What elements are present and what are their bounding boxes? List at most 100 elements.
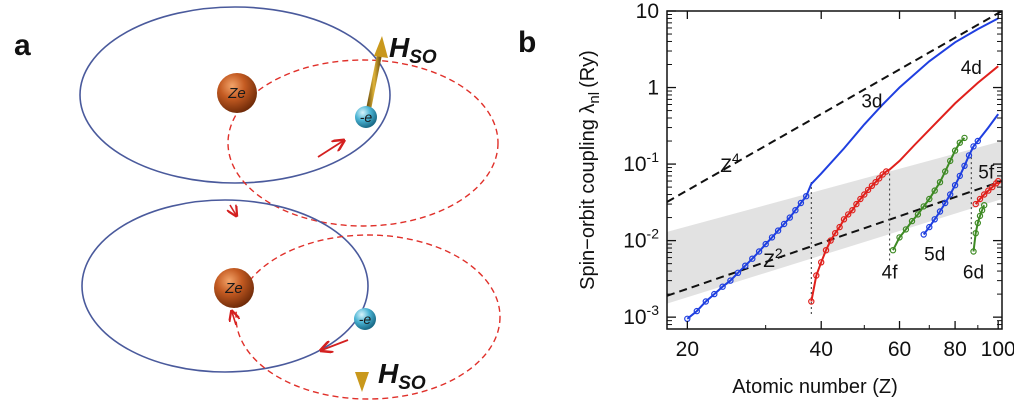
series-point-4d-16: [876, 175, 883, 182]
series-point-3d-16: [797, 199, 805, 207]
series-point-4d-14: [868, 182, 876, 189]
dashed-orbit-top: [227, 59, 499, 227]
orbit-arrow-bottom-right: [322, 339, 349, 350]
series-point-5d-1: [926, 223, 933, 231]
series-point-5d-5: [947, 191, 954, 198]
series-point-5f-4: [989, 183, 996, 191]
orbit-ellipse-top: [79, 6, 391, 184]
series-point-4d-8: [845, 211, 852, 218]
series-point-4f-9: [942, 168, 949, 175]
electron-label-top: -e: [360, 109, 373, 125]
label-3d: 3d: [861, 91, 882, 112]
series-point-6d-2: [974, 219, 982, 227]
reference-label-z4: Z4: [720, 150, 740, 177]
series-point-4d-18: [883, 168, 890, 175]
y-axis-label: Spin−orbit coupling λnl(Ry): [577, 50, 603, 290]
series-point-4f-2: [902, 226, 910, 233]
series-point-4d-0: [808, 298, 815, 305]
series-point-5d-6: [951, 181, 959, 189]
y-tick-label-4: 10: [636, 0, 659, 23]
tick-layer: 20 40 60 80 100 10-3 10-2 10-1 1 10: [623, 0, 1014, 361]
series-point-4f-10: [947, 157, 954, 165]
hso-label-bottom: HSO: [378, 358, 426, 394]
series-point-5f-2: [981, 191, 988, 198]
label-5d: 5d: [924, 244, 945, 265]
nucleus-top: [217, 73, 257, 113]
x-tick-label-20: 20: [676, 338, 699, 361]
series-point-4f-1: [896, 234, 903, 241]
series-line-4f: [892, 137, 966, 251]
panel-letter-a: a: [14, 29, 31, 62]
series-point-6d-5: [981, 201, 988, 209]
series-point-4d-5: [832, 229, 839, 237]
series-point-5d-11: [974, 137, 982, 145]
series-line-3d: [686, 17, 999, 320]
series-point-4d-3: [822, 246, 830, 254]
electron-top: [355, 106, 377, 128]
series-point-5f-3: [985, 187, 992, 194]
x-tick-label-60: 60: [888, 338, 911, 361]
y-tick-label-0: 10-3: [623, 302, 659, 329]
series-point-3d-17: [803, 192, 810, 200]
hso-label-top: HSO: [389, 32, 437, 68]
label-6d: 6d: [963, 262, 984, 283]
x-tick-label-100: 100: [981, 338, 1014, 361]
nucleus-label-bottom: Ze: [224, 280, 243, 297]
schematic-bottom: Ze -e HSO: [81, 199, 501, 400]
hso-arrowhead-bottom: [355, 372, 369, 392]
series-point-3d-1: [693, 307, 701, 315]
series-point-4d-13: [864, 186, 872, 194]
series-point-4d-15: [872, 178, 879, 186]
y-tick-label-2: 10-1: [623, 149, 659, 176]
orbit-arrow-bottom-left: [232, 312, 236, 326]
series-point-4f-8: [936, 178, 944, 186]
panel-a-diagram: a Ze -e HSO Ze -e: [14, 6, 501, 400]
series-point-5d-9: [965, 152, 973, 159]
series-point-4d-7: [840, 216, 848, 223]
series-point-4d-12: [861, 191, 868, 198]
series-point-5d-2: [931, 216, 938, 223]
series-point-4d-4: [827, 237, 834, 244]
series-point-3d-5: [727, 277, 734, 284]
reference-line-layer: [667, 11, 1002, 297]
y-tick-label-1: 10-2: [623, 226, 659, 253]
series-point-4f-6: [926, 195, 933, 203]
electron-bottom: [354, 308, 376, 330]
series-point-4f-12: [956, 139, 964, 146]
series-point-4d-2: [818, 259, 825, 266]
series-point-5d-0: [920, 231, 927, 238]
electron-label-bottom: -e: [359, 311, 372, 327]
series-point-3d-8: [749, 255, 756, 262]
panel-b-chart: b 20 40 60 80 100 10-3 10-2 10-1 1 10 3d 4d 4f 5d 5f 6…: [518, 0, 1014, 398]
series-point-5d-10: [970, 143, 977, 150]
series-point-5d-3: [936, 208, 944, 215]
label-5f: 5f: [978, 162, 995, 183]
shaded-band: [667, 141, 1002, 304]
series-point-3d-12: [774, 227, 782, 234]
series-point-3d-13: [780, 220, 788, 228]
series-point-5d-8: [961, 162, 968, 169]
series-point-3d-15: [792, 206, 799, 214]
curve-label-layer: 3d 4d 4f 5d 5f 6d Z4 Z2: [720, 58, 995, 283]
series-point-4f-13: [961, 134, 968, 142]
series-point-3d-2: [702, 298, 710, 305]
series-point-4f-11: [951, 147, 959, 154]
hso-arrow-shaft-top: [365, 51, 383, 113]
label-4f: 4f: [882, 262, 899, 283]
series-point-4f-7: [931, 187, 938, 194]
plot-frame: [666, 10, 1003, 330]
series-point-5d-4: [942, 199, 949, 207]
band-layer: [667, 141, 1002, 304]
reference-label-z2: Z2: [763, 245, 783, 272]
series-point-3d-4: [719, 283, 726, 290]
series-point-4d-10: [853, 200, 860, 208]
nucleus-label-top: Ze: [227, 85, 246, 102]
series-line-5d: [922, 113, 1000, 236]
series-point-5f-1: [976, 195, 984, 203]
x-tick-label-40: 40: [810, 338, 833, 361]
orbit-arrow-top-right: [317, 141, 343, 158]
series-point-3d-7: [742, 262, 749, 269]
series-point-3d-6: [734, 269, 742, 276]
series-point-4f-4: [914, 211, 922, 218]
